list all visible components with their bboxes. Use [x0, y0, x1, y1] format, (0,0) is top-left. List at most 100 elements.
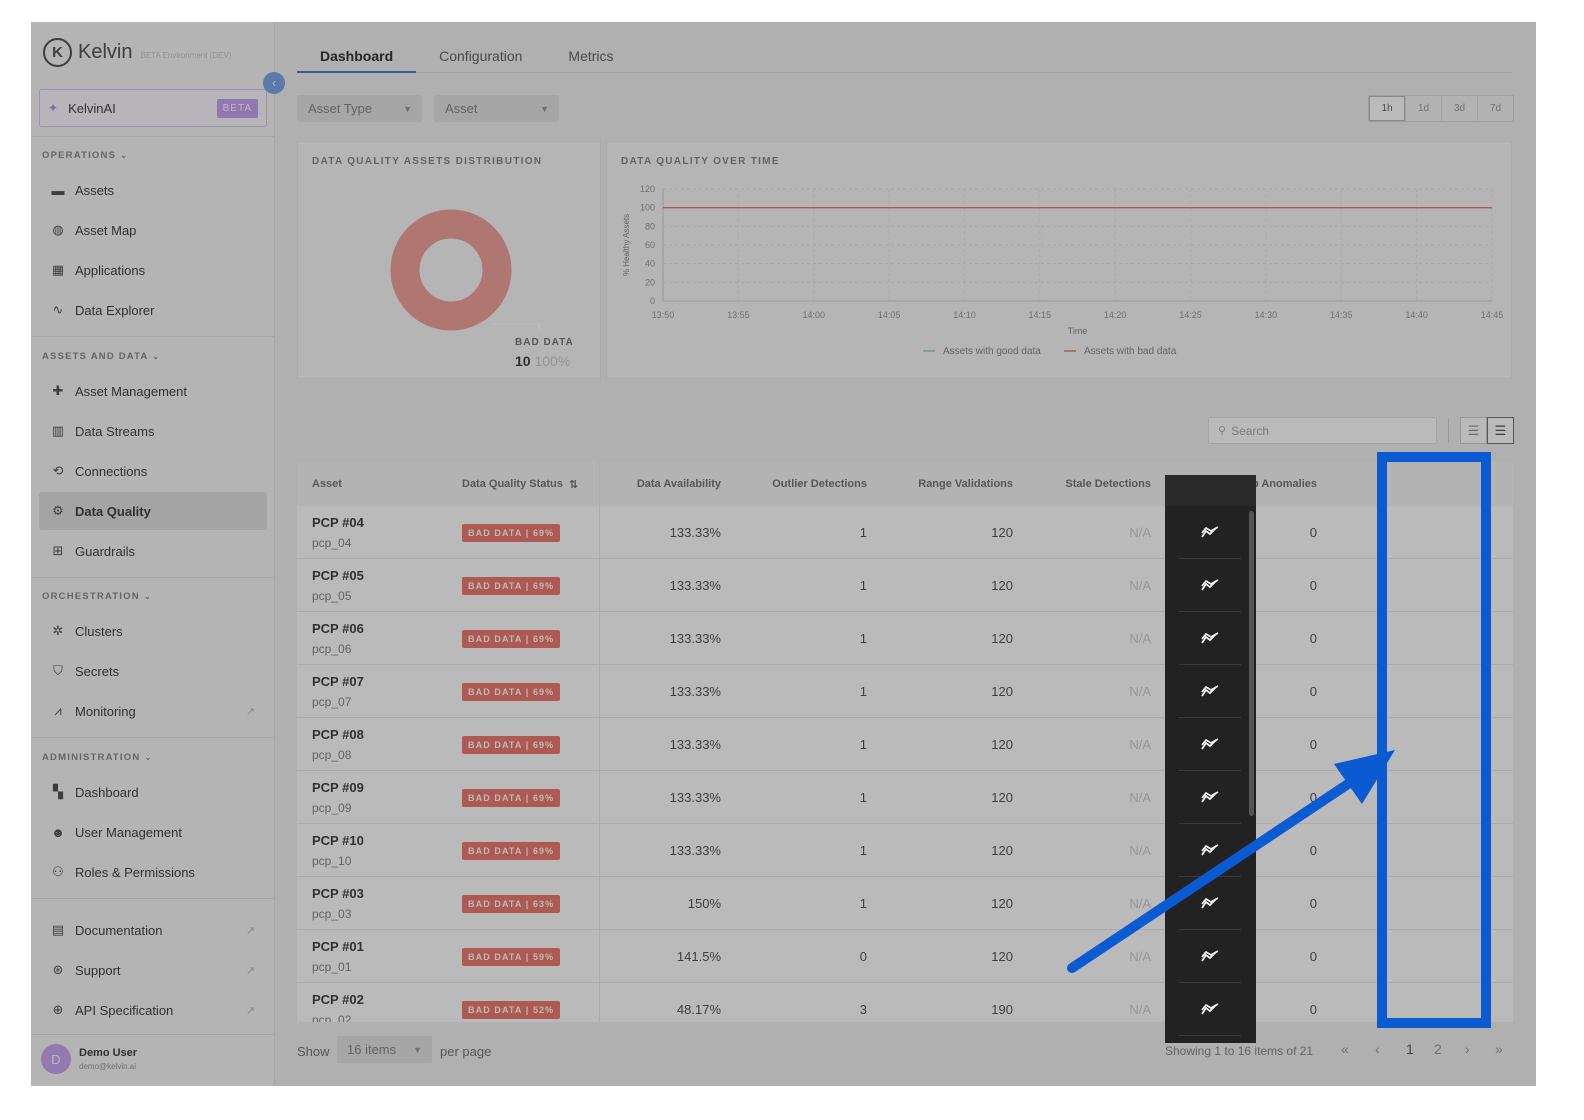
table-row[interactable]: PCP #04 pcp_04 BAD DATA | 69% 133.33% 1 120 N/…	[297, 506, 1513, 559]
col-outlier-detections[interactable]: Outlier Detections	[721, 462, 867, 506]
external-link-icon: ↗	[245, 964, 255, 977]
section-orchestration[interactable]: ORCHESTRATION ⌄	[42, 591, 153, 602]
sidebar-item-api-specification[interactable]: ⊕ API Specification ↗	[39, 991, 267, 1029]
col-stale-detections[interactable]: Stale Detections	[1013, 462, 1151, 506]
tab-metrics[interactable]: Metrics	[568, 48, 614, 64]
cell-asset[interactable]: PCP #04 pcp_04	[312, 506, 364, 559]
sidebar-item-clusters[interactable]: ✲ Clusters	[39, 612, 267, 650]
section-operations[interactable]: OPERATIONS ⌄	[42, 150, 129, 161]
sidebar-item-user-management[interactable]: ☻ User Management	[39, 813, 267, 851]
cell-asset[interactable]: PCP #08 pcp_08	[312, 718, 364, 771]
trend-chart-icon	[1201, 844, 1219, 856]
col-data-quality-status[interactable]: Data Quality Status ⇅	[462, 462, 579, 506]
view-trend-button[interactable]	[1179, 983, 1241, 1036]
y-tick-label: 120	[640, 184, 655, 194]
view-trend-button[interactable]	[1179, 718, 1241, 771]
collapse-sidebar-button[interactable]: ‹	[263, 72, 285, 94]
page-1-button[interactable]: 1	[1406, 1041, 1414, 1057]
sidebar-item-roles-permissions[interactable]: ⚇ Roles & Permissions	[39, 853, 267, 891]
per-page-select[interactable]: 16 items ▼	[337, 1036, 432, 1063]
brand[interactable]: K Kelvin BETA Environment (DEV)	[43, 38, 231, 67]
cell-stale-detections: N/A	[1129, 578, 1151, 593]
sidebar-item-support[interactable]: ⊛ Support ↗	[39, 951, 267, 989]
tab-bar: Dashboard Configuration Metrics	[297, 44, 1512, 73]
sidebar-item-guardrails[interactable]: ⊞ Guardrails	[39, 532, 267, 570]
cell-asset[interactable]: PCP #06 pcp_06	[312, 612, 364, 665]
sidebar-item-data-streams[interactable]: ▥ Data Streams	[39, 412, 267, 450]
x-tick-label: 14:35	[1330, 310, 1353, 320]
range-1d-button[interactable]: 1d	[1405, 96, 1441, 121]
sidebar-item-asset-map[interactable]: ◍ Asset Map	[39, 211, 267, 249]
status-badge: BAD DATA | 52%	[462, 1000, 561, 1019]
cell-asset[interactable]: PCP #02 pcp_02	[312, 983, 364, 1022]
scrollbar[interactable]	[1249, 511, 1254, 816]
last-page-icon[interactable]: »	[1495, 1041, 1503, 1057]
sidebar-item-applications[interactable]: ▦ Applications	[39, 251, 267, 289]
cell-asset[interactable]: PCP #09 pcp_09	[312, 771, 364, 824]
sidebar-item-asset-management[interactable]: ✚ Asset Management	[39, 372, 267, 410]
asset-type-select[interactable]: Asset Type ▼	[297, 95, 422, 122]
roles-icon: ⚇	[52, 864, 64, 879]
sidebar-item-data-explorer[interactable]: ∿ Data Explorer	[39, 291, 267, 329]
table-row[interactable]: PCP #10 pcp_10 BAD DATA | 69% 133.33% 1 120 N/…	[297, 824, 1513, 877]
sidebar-item-connections[interactable]: ⟲ Connections	[39, 452, 267, 490]
table-row[interactable]: PCP #09 pcp_09 BAD DATA | 69% 133.33% 1 120 N/…	[297, 771, 1513, 824]
range-1h-button[interactable]: 1h	[1369, 96, 1405, 121]
view-trend-button[interactable]	[1179, 877, 1241, 930]
table-row[interactable]: PCP #03 pcp_03 BAD DATA | 63% 150% 1 120 N/A 0	[297, 877, 1513, 930]
per-page-label: per page	[440, 1044, 492, 1059]
cell-asset[interactable]: PCP #10 pcp_10	[312, 824, 364, 877]
sidebar-item-monitoring[interactable]: ⩘ Monitoring ↗	[39, 692, 267, 730]
cell-asset[interactable]: PCP #05 pcp_05	[312, 559, 364, 612]
y-tick-label: 60	[645, 240, 655, 250]
col-asset[interactable]: Asset	[312, 462, 342, 506]
table-row[interactable]: PCP #05 pcp_05 BAD DATA | 69% 133.33% 1 120 N/…	[297, 559, 1513, 612]
page-2-button[interactable]: 2	[1434, 1041, 1442, 1057]
table-row[interactable]: PCP #02 pcp_02 BAD DATA | 52% 48.17% 3 190 N/A…	[297, 983, 1513, 1022]
compact-view-button[interactable]: ☰	[1460, 417, 1487, 444]
cell-asset[interactable]: PCP #01 pcp_01	[312, 930, 364, 983]
first-page-icon[interactable]: «	[1341, 1041, 1349, 1057]
section-administration[interactable]: ADMINISTRATION ⌄	[42, 752, 154, 763]
view-trend-button[interactable]	[1179, 930, 1241, 983]
cell-asset[interactable]: PCP #03 pcp_03	[312, 877, 364, 930]
table-row[interactable]: PCP #08 pcp_08 BAD DATA | 69% 133.33% 1 120 N/…	[297, 718, 1513, 771]
distribution-title: DATA QUALITY ASSETS DISTRIBUTION	[312, 156, 543, 167]
kelvin-ai-button[interactable]: ✦ KelvinAI BETA	[39, 89, 267, 127]
sidebar-item-dashboard[interactable]: ▚ Dashboard	[39, 773, 267, 811]
asset-select[interactable]: Asset ▼	[434, 95, 559, 122]
sidebar-item-secrets[interactable]: ⛉ Secrets	[39, 652, 267, 690]
cell-timestamp-anomalies: 0	[1309, 790, 1317, 805]
donut-slice-bad-data[interactable]	[390, 209, 512, 331]
next-page-icon[interactable]: ›	[1465, 1041, 1470, 1057]
range-3d-button[interactable]: 3d	[1441, 96, 1477, 121]
section-assets-and-data[interactable]: ASSETS AND DATA ⌄	[42, 351, 161, 362]
search-input[interactable]: ⚲ Search	[1208, 417, 1437, 444]
view-trend-button[interactable]	[1179, 771, 1241, 824]
table-row[interactable]: PCP #01 pcp_01 BAD DATA | 59% 141.5% 0 120 N/A…	[297, 930, 1513, 983]
asset-id: pcp_06	[312, 642, 352, 656]
view-trend-button[interactable]	[1179, 665, 1241, 718]
range-7d-button[interactable]: 7d	[1477, 96, 1513, 121]
tab-configuration[interactable]: Configuration	[439, 48, 523, 64]
sidebar-item-documentation[interactable]: ▤ Documentation ↗	[39, 911, 267, 949]
view-trend-button[interactable]	[1179, 559, 1241, 612]
cell-asset[interactable]: PCP #07 pcp_07	[312, 665, 364, 718]
cell-status: BAD DATA | 52%	[462, 983, 561, 1022]
cell-data-availability: 133.33%	[669, 525, 721, 540]
cell-data-availability: 133.33%	[669, 737, 721, 752]
sidebar-item-data-quality[interactable]: ⚙ Data Quality	[39, 492, 267, 530]
table-row[interactable]: PCP #06 pcp_06 BAD DATA | 69% 133.33% 1 120 N/…	[297, 612, 1513, 665]
view-trend-button[interactable]	[1179, 506, 1241, 559]
prev-page-icon[interactable]: ‹	[1375, 1041, 1380, 1057]
cell-status: BAD DATA | 69%	[462, 824, 561, 877]
distribution-card: DATA QUALITY ASSETS DISTRIBUTION BAD DAT…	[297, 141, 601, 379]
list-view-button[interactable]: ☰	[1487, 417, 1514, 444]
table-row[interactable]: PCP #07 pcp_07 BAD DATA | 69% 133.33% 1 120 N/…	[297, 665, 1513, 718]
col-range-validations[interactable]: Range Validations	[867, 462, 1013, 506]
user-profile[interactable]: D Demo User demo@kelvin.ai	[41, 1044, 137, 1074]
view-trend-button[interactable]	[1179, 612, 1241, 665]
sidebar-item-assets[interactable]: ▬ Assets	[39, 171, 267, 209]
tab-dashboard[interactable]: Dashboard	[297, 44, 417, 73]
col-data-availability[interactable]: Data Availability	[607, 462, 721, 506]
